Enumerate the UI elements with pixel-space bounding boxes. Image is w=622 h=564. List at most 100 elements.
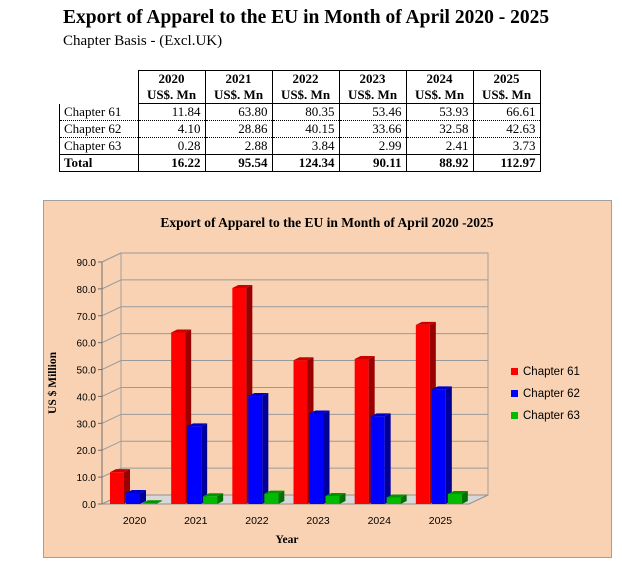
bar-chapter-62-side: [201, 423, 208, 504]
table-row: Chapter 61 11.84 63.80 80.35 53.46 53.93…: [59, 103, 541, 121]
bar-chapter-61-top: [232, 284, 253, 288]
bar-chapter-63-front: [264, 493, 279, 504]
bar-chapter-63-side: [461, 490, 468, 504]
y-tick-label: 20.0: [77, 446, 97, 457]
bar-chapter-61-front: [354, 358, 369, 504]
bar-chart: Export of Apparel to the EU in Month of …: [46, 215, 580, 546]
y-tick-label: 50.0: [77, 366, 97, 377]
bar-chapter-62-top: [431, 386, 452, 390]
page-title: Export of Apparel to the EU in Month of …: [63, 7, 550, 28]
legend-swatch-chapter-62: [511, 390, 518, 397]
chart-title: Export of Apparel to the EU in Month of …: [160, 215, 493, 230]
year-header: 2024: [406, 70, 474, 87]
bar-chapter-62-top: [309, 410, 330, 414]
table-cell: 33.66: [339, 120, 407, 138]
table-cell: 90.11: [339, 154, 407, 172]
x-axis-title: Year: [276, 534, 299, 546]
table-total-row: Total 16.22 95.54 124.34 90.11 88.92 112…: [59, 154, 541, 172]
bar-chapter-61-front: [171, 332, 186, 504]
table-cell: 3.73: [473, 137, 541, 155]
bar-chapter-61-front: [110, 472, 124, 504]
y-tick-label: 60.0: [77, 339, 97, 350]
bar-chapter-61-top: [293, 357, 314, 361]
bar-chapter-62-side: [384, 413, 391, 504]
year-header: 2021: [205, 70, 273, 87]
table-cell: 66.61: [473, 103, 541, 121]
unit-header: US$. Mn: [406, 87, 474, 104]
chart-area: Export of Apparel to the EU in Month of …: [43, 200, 612, 558]
bar-chapter-63-front: [203, 496, 218, 504]
legend-label-chapter-61: Chapter 61: [523, 366, 580, 378]
gridline: [101, 279, 488, 290]
bar-chapter-63-front: [386, 497, 401, 504]
table-cell: 63.80: [205, 103, 273, 121]
bar-chapter-63-top: [203, 493, 224, 497]
bar-chapter-61-front: [232, 287, 247, 504]
bar-chapter-63-top: [447, 490, 468, 494]
y-tick-label: 0.0: [82, 500, 96, 511]
table-cell: 53.46: [339, 103, 407, 121]
bar-chapter-61-top: [354, 355, 375, 359]
bar-chapter-63-side: [217, 493, 224, 504]
unit-header: US$. Mn: [473, 87, 541, 104]
bar-chapter-63-front: [142, 503, 156, 504]
x-tick-label: 2024: [368, 515, 392, 527]
bar-chapter-63-top: [264, 490, 285, 494]
table-cell: 2.99: [339, 137, 407, 155]
row-label: Chapter 62: [59, 120, 139, 138]
table-cell: 0.28: [138, 137, 206, 155]
bar-chapter-63-side: [278, 490, 285, 504]
gridline: [101, 333, 488, 344]
gridline: [101, 306, 488, 317]
bar-chapter-62-top: [248, 393, 269, 397]
row-label: Chapter 61: [59, 103, 139, 121]
unit-header: US$. Mn: [339, 87, 407, 104]
bar-chapter-62-side: [262, 393, 269, 504]
year-header: 2022: [272, 70, 340, 87]
page-subtitle: Chapter Basis - (Excl.UK): [63, 33, 223, 49]
bar-chapter-61-top: [415, 321, 436, 325]
bar-chapter-63-top: [325, 492, 346, 496]
x-tick-label: 2023: [306, 515, 330, 527]
bar-chapter-61-top: [110, 469, 130, 473]
legend-label-chapter-63: Chapter 63: [523, 410, 580, 422]
bar-chapter-62-top: [126, 489, 146, 493]
bar-chapter-62-top: [370, 413, 391, 417]
year-header: 2025: [473, 70, 541, 87]
legend-swatch-chapter-61: [511, 368, 518, 375]
table-row: Chapter 62 4.10 28.86 40.15 33.66 32.58 …: [59, 120, 541, 138]
side-wall-edge: [101, 252, 122, 263]
unit-header: US$. Mn: [137, 87, 206, 104]
table-cell: 3.84: [272, 137, 340, 155]
table-header-unit-row: US$. Mn US$. Mn US$. Mn US$. Mn US$. Mn …: [60, 87, 541, 104]
table-row: Chapter 63 0.28 2.88 3.84 2.99 2.41 3.73: [59, 137, 541, 155]
y-tick-label: 70.0: [77, 312, 97, 323]
y-tick-label: 40.0: [77, 392, 97, 403]
table-cell: 88.92: [406, 154, 474, 172]
table-cell: 95.54: [205, 154, 273, 172]
table-cell: 124.34: [272, 154, 340, 172]
bar-chapter-61-top: [171, 329, 192, 333]
unit-header: US$. Mn: [205, 87, 273, 104]
y-tick-label: 30.0: [77, 419, 97, 430]
x-tick-label: 2022: [245, 515, 269, 527]
y-tick-label: 10.0: [77, 473, 97, 484]
row-label: Chapter 63: [59, 137, 139, 155]
bar-chapter-62-top: [187, 423, 208, 427]
bar-chapter-62-side: [323, 410, 330, 504]
table-cell: 53.93: [406, 103, 474, 121]
bar-chapter-62-side: [140, 489, 146, 504]
bar-chapter-63-side: [156, 500, 162, 504]
bar-chapter-62-front: [248, 396, 263, 504]
bar-chapter-63-side: [339, 492, 346, 504]
table-cell: 11.84: [138, 103, 206, 121]
export-table: 2020 2021 2022 2023 2024 2025 US$. Mn US…: [59, 70, 541, 172]
row-label: Total: [59, 154, 139, 172]
y-axis-title: US $ Million: [46, 351, 59, 414]
legend-label-chapter-62: Chapter 62: [523, 388, 580, 400]
table-cell: 112.97: [473, 154, 541, 172]
x-tick-label: 2020: [123, 515, 147, 527]
bar-chapter-62-front: [187, 426, 202, 504]
table-cell: 28.86: [205, 120, 273, 138]
bar-chapter-62-front: [126, 492, 140, 504]
